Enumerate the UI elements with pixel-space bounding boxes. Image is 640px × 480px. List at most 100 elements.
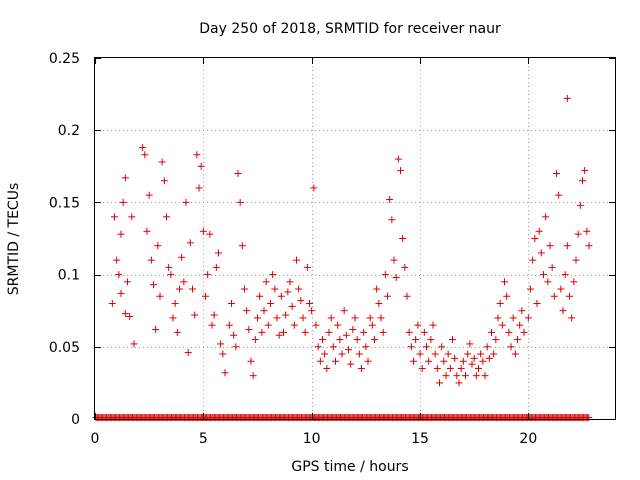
y-tick-label: 0.15: [49, 195, 80, 211]
data-point: [442, 372, 450, 380]
data-point: [126, 312, 134, 320]
data-point: [258, 328, 266, 336]
data-point: [332, 357, 339, 365]
data-point: [202, 292, 209, 300]
data-point: [516, 321, 524, 329]
data-point: [193, 151, 201, 159]
data-point: [191, 311, 199, 319]
x-tick-label: 5: [199, 431, 208, 447]
data-point: [368, 321, 376, 329]
data-point: [581, 167, 589, 175]
data-point: [459, 357, 467, 365]
data-point: [572, 256, 580, 264]
x-tick-label: 0: [91, 431, 100, 447]
data-point: [405, 328, 413, 336]
data-point: [412, 336, 420, 344]
data-point: [429, 321, 437, 329]
data-point: [232, 343, 240, 351]
data-point: [158, 158, 166, 166]
data-point: [553, 170, 560, 178]
data-point: [390, 256, 398, 264]
data-point: [546, 242, 554, 250]
data-point: [477, 350, 485, 358]
data-point: [371, 336, 378, 344]
data-point: [507, 343, 515, 351]
data-point: [113, 256, 121, 264]
y-tick-labels: 0 0.05 0.1 0.15 0.2 0.25: [49, 51, 80, 428]
data-point: [498, 321, 506, 329]
data-point: [128, 213, 136, 221]
data-point: [312, 321, 320, 329]
data-point: [392, 273, 400, 281]
data-points: [92, 94, 593, 422]
data-point: [399, 235, 407, 242]
data-point: [414, 321, 422, 329]
data-point: [316, 357, 324, 365]
data-point: [145, 191, 153, 199]
data-point: [325, 328, 333, 336]
y-tick-label: 0.05: [49, 340, 80, 356]
data-point: [353, 336, 361, 344]
data-point: [323, 364, 331, 372]
data-point: [169, 314, 177, 322]
data-point: [251, 336, 259, 344]
data-point: [306, 299, 313, 307]
data-point: [241, 285, 248, 293]
data-point: [273, 314, 281, 322]
data-point: [550, 292, 558, 300]
data-point: [152, 325, 160, 333]
axis-ticks: [95, 58, 615, 420]
data-point: [485, 354, 493, 362]
data-point: [290, 321, 298, 329]
y-axis-label: SRMTID / TECUs: [6, 183, 22, 296]
grid-lines: [95, 58, 615, 419]
data-point: [431, 350, 439, 358]
data-point: [319, 336, 326, 344]
data-point: [234, 170, 242, 178]
data-point: [130, 340, 138, 348]
data-point: [529, 256, 537, 264]
data-point: [585, 242, 593, 250]
data-point: [217, 340, 225, 348]
data-point: [531, 235, 539, 242]
data-point: [184, 349, 192, 357]
data-point: [479, 357, 487, 365]
data-point: [540, 271, 547, 279]
data-point: [267, 299, 274, 307]
data-point: [121, 174, 129, 182]
data-point: [119, 198, 127, 206]
data-point: [147, 256, 155, 264]
data-point: [505, 328, 513, 336]
data-point: [345, 346, 352, 354]
data-point: [568, 314, 576, 322]
data-point: [470, 354, 478, 362]
data-point: [533, 299, 541, 307]
data-point: [186, 239, 194, 247]
plot-frame: [94, 57, 616, 420]
data-point: [364, 357, 372, 365]
data-point: [212, 263, 220, 271]
data-point: [160, 177, 168, 185]
data-point: [444, 350, 452, 358]
data-point: [416, 350, 424, 358]
data-point: [156, 292, 164, 300]
data-point: [286, 278, 294, 286]
data-point: [563, 94, 571, 102]
y-tick-label: 0.1: [58, 268, 80, 284]
data-point: [329, 343, 337, 351]
data-point: [340, 307, 348, 315]
data-point: [514, 336, 521, 344]
data-point: [199, 227, 207, 235]
data-point: [403, 292, 411, 300]
data-point: [221, 369, 229, 377]
data-point: [342, 331, 350, 339]
data-point: [288, 302, 296, 310]
data-point: [219, 350, 227, 358]
data-point: [358, 364, 365, 372]
data-point: [503, 292, 511, 300]
data-point: [124, 278, 131, 286]
data-point: [108, 299, 116, 307]
data-point: [420, 328, 428, 336]
data-point: [299, 314, 307, 322]
data-point: [488, 328, 495, 336]
